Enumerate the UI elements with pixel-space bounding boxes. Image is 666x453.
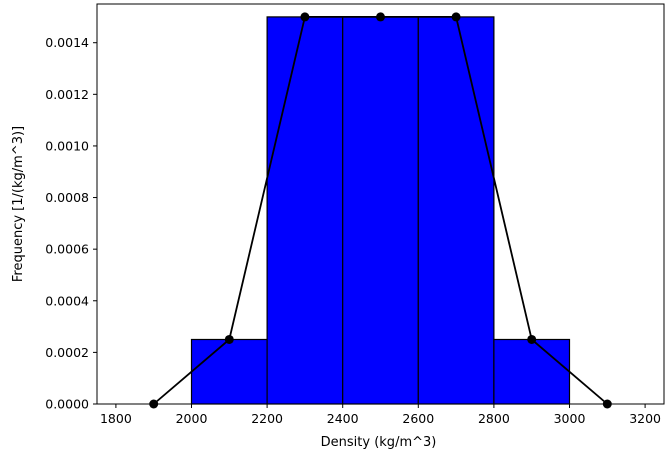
x-axis-label: Density (kg/m^3) bbox=[321, 435, 437, 450]
histogram-bar-0 bbox=[190, 338, 268, 405]
polygon-point-1 bbox=[224, 334, 234, 344]
histogram-bar-1 bbox=[266, 16, 344, 405]
y-axis-label: Frequency [1/(kg/m^3)] bbox=[11, 126, 26, 282]
y-tick-label: 0.0004 bbox=[45, 293, 89, 308]
y-tick-label: 0.0006 bbox=[45, 242, 89, 257]
y-tick-label: 0.0014 bbox=[45, 35, 89, 50]
histogram-bars bbox=[190, 16, 571, 405]
x-tick-label: 3000 bbox=[554, 411, 586, 426]
histogram-bar-2 bbox=[342, 16, 419, 405]
histogram-bar-4 bbox=[493, 338, 571, 405]
x-tick-label: 1800 bbox=[100, 411, 132, 426]
polygon-point-5 bbox=[527, 334, 537, 344]
histogram-bar-3 bbox=[417, 16, 495, 405]
y-tick-label: 0.0008 bbox=[45, 190, 89, 205]
x-tick-label: 3200 bbox=[629, 411, 661, 426]
y-tick-label: 0.0010 bbox=[45, 138, 89, 153]
x-tick-label: 2800 bbox=[478, 411, 510, 426]
x-tick-label: 2600 bbox=[402, 411, 434, 426]
x-tick-label: 2200 bbox=[251, 411, 283, 426]
x-axis-ticks: 1800 2000 2200 2400 2600 2800 3000 3200 bbox=[100, 404, 661, 426]
polygon-point-3 bbox=[376, 12, 385, 22]
polygon-point-2 bbox=[300, 12, 310, 22]
y-tick-label: 0.0012 bbox=[45, 87, 89, 102]
polygon-point-4 bbox=[451, 12, 461, 22]
x-tick-label: 2400 bbox=[327, 411, 359, 426]
y-axis-ticks: 0.0000 0.0002 0.0004 0.0006 0.0008 0.0010 0.00… bbox=[45, 35, 97, 412]
y-tick-label: 0.0000 bbox=[45, 397, 89, 412]
x-tick-label: 2000 bbox=[176, 411, 208, 426]
plot-frame bbox=[96, 3, 665, 405]
y-tick-label: 0.0002 bbox=[45, 345, 89, 360]
